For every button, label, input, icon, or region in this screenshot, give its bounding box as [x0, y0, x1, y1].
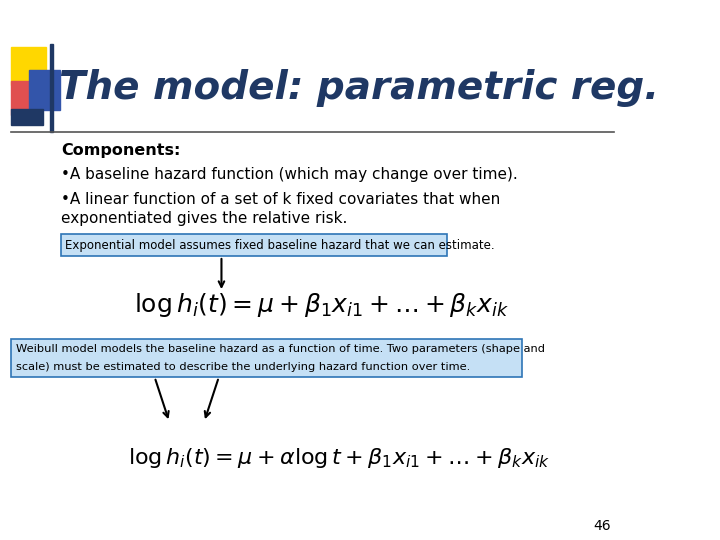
Bar: [50, 44, 53, 132]
Text: $\log h_i(t) = \mu + \alpha \log t + \beta_1 x_{i1} + \ldots + \beta_k x_{ik}$: $\log h_i(t) = \mu + \alpha \log t + \be…: [127, 446, 550, 470]
Text: exponentiated gives the relative risk.: exponentiated gives the relative risk.: [60, 211, 347, 226]
FancyBboxPatch shape: [12, 339, 522, 377]
Bar: [12, 81, 39, 115]
Text: •A baseline hazard function (which may change over time).: •A baseline hazard function (which may c…: [60, 167, 518, 183]
Text: Weibull model models the baseline hazard as a function of time. Two parameters (: Weibull model models the baseline hazard…: [16, 344, 544, 354]
Bar: [12, 109, 42, 125]
Text: $\log h_i(t) = \mu + \beta_1 x_{i1} + \ldots + \beta_k x_{ik}$: $\log h_i(t) = \mu + \beta_1 x_{i1} + \l…: [134, 291, 509, 319]
Text: 46: 46: [593, 519, 611, 533]
Text: Components:: Components:: [60, 143, 180, 158]
Text: The model: parametric reg.: The model: parametric reg.: [59, 69, 659, 107]
Bar: [12, 47, 46, 85]
Bar: [29, 70, 60, 110]
Text: •A linear function of a set of k fixed covariates that when: •A linear function of a set of k fixed c…: [60, 192, 500, 207]
FancyBboxPatch shape: [60, 234, 447, 256]
Text: Exponential model assumes fixed baseline hazard that we can estimate.: Exponential model assumes fixed baseline…: [65, 239, 495, 252]
Text: scale) must be estimated to describe the underlying hazard function over time.: scale) must be estimated to describe the…: [16, 362, 470, 372]
